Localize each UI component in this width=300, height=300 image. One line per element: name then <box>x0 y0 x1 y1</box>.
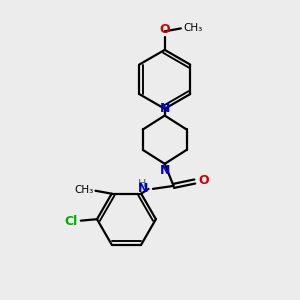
Text: H: H <box>138 178 146 189</box>
Text: N: N <box>160 164 170 177</box>
Text: Cl: Cl <box>64 215 78 228</box>
Text: O: O <box>198 174 209 188</box>
Text: N: N <box>138 182 148 195</box>
Text: CH₃: CH₃ <box>184 23 203 33</box>
Text: N: N <box>160 102 170 115</box>
Text: CH₃: CH₃ <box>74 185 93 195</box>
Text: O: O <box>159 23 170 36</box>
